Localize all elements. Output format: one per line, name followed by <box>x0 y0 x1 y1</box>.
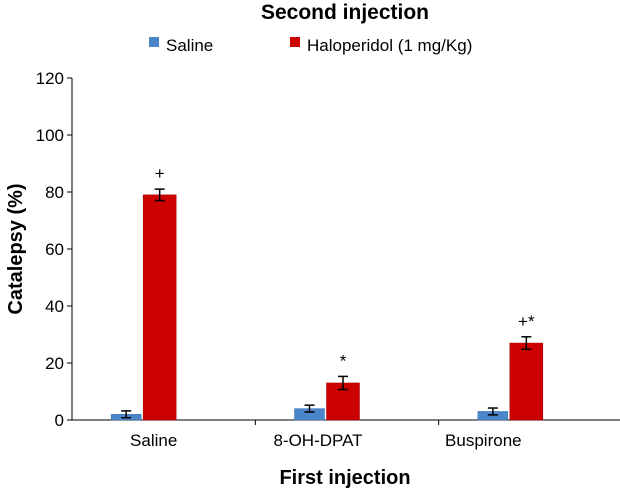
y-tick-label: 0 <box>55 411 64 430</box>
y-tick-label: 40 <box>45 297 64 316</box>
y-axis-label: Catalepsy (%) <box>5 183 27 314</box>
x-tick-label: 8-OH-DPAT <box>273 431 362 450</box>
x-axis-label: First injection <box>279 467 410 489</box>
y-tick-label: 120 <box>36 69 64 88</box>
x-tick-label: Buspirone <box>445 431 522 450</box>
bar-haloperidol <box>142 194 177 421</box>
legend-swatch-haloperidol <box>290 37 300 47</box>
significance-marker: * <box>340 351 347 370</box>
legend-swatch-saline <box>149 37 159 47</box>
significance-marker: + <box>155 164 165 183</box>
x-tick-label: Saline <box>130 431 177 450</box>
significance-marker: +* <box>518 312 535 331</box>
y-tick-label: 100 <box>36 126 64 145</box>
legend: Saline Haloperidol (1 mg/Kg) <box>149 36 472 55</box>
bar-haloperidol <box>509 342 544 421</box>
legend-label-haloperidol: Haloperidol (1 mg/Kg) <box>307 36 472 55</box>
y-tick-label: 80 <box>45 183 64 202</box>
plot-area: 0 20 40 60 80 100 120 Saline +8-OH-DPAT * Buspiron… <box>36 69 620 450</box>
legend-label-saline: Saline <box>166 36 213 55</box>
y-tick-label: 60 <box>45 240 64 259</box>
chart-title: Second injection <box>261 1 429 24</box>
y-tick-label: 20 <box>45 354 64 373</box>
